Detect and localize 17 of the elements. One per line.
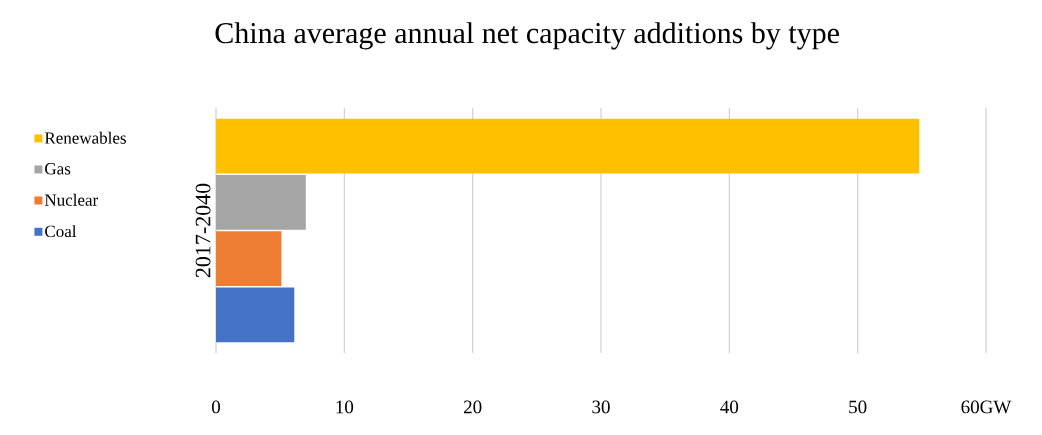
x-tick-label: 60GW (961, 400, 1012, 414)
x-tick-label: 20 (464, 400, 482, 414)
bar (216, 175, 306, 230)
legend-label: Renewables (44, 131, 126, 144)
bar (216, 118, 920, 174)
x-tick-label: 50 (849, 400, 867, 414)
bar (216, 231, 282, 286)
x-tick-label: 10 (336, 400, 354, 414)
y-axis-title: 2017-2040 (195, 183, 211, 278)
legend-label: Nuclear (44, 193, 99, 206)
bar (216, 287, 295, 343)
x-tick-label: 0 (211, 400, 221, 414)
legend-label: Coal (45, 225, 77, 238)
x-tick-label: 40 (720, 400, 739, 414)
x-tick-label: 30 (592, 400, 610, 414)
chart-title: China average annual net capacity additions by type (215, 22, 839, 50)
legend-label: Gas (45, 163, 71, 175)
